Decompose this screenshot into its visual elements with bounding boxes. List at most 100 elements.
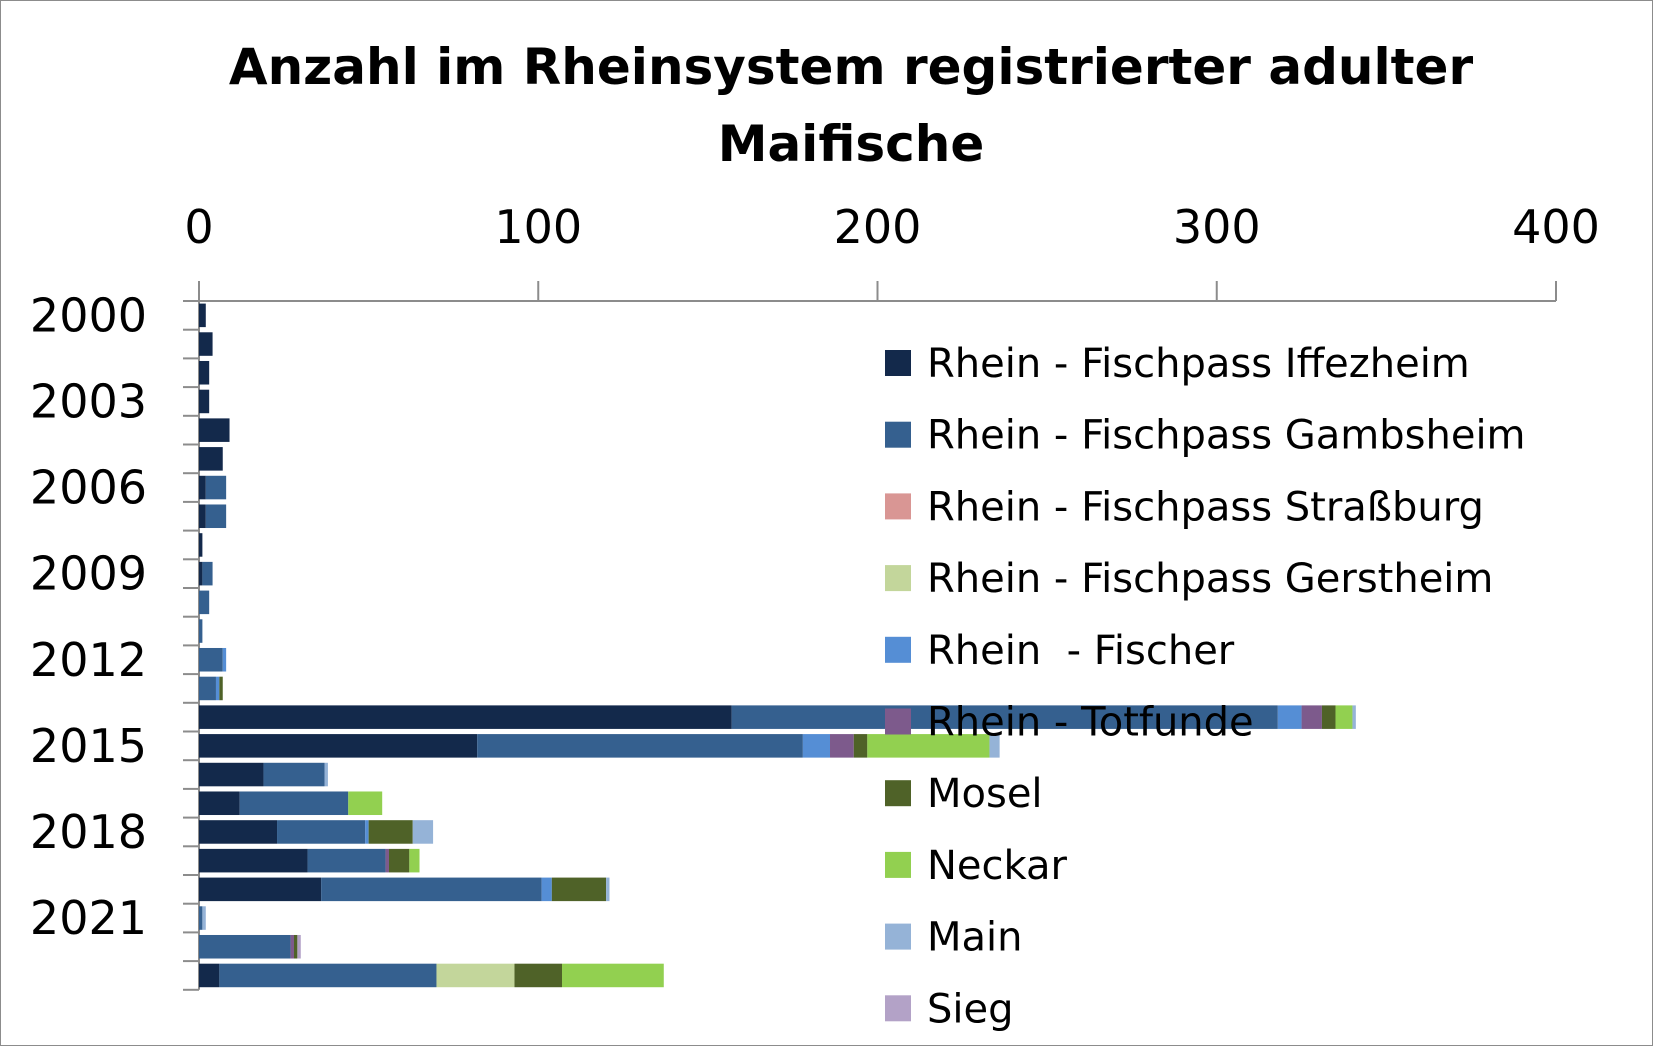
chart-title-line-1: Anzahl im Rheinsystem registrierter adul… [229,38,1474,96]
bar-segment-2020-series-5 [541,877,552,902]
legend-swatch [885,493,911,520]
bar-segment-2018-series-9 [412,820,434,844]
bar-segment-2021-series-2 [199,906,203,930]
bar-segment-2020-series-7 [551,877,607,902]
bar-segment-2015-series-6 [830,734,854,758]
bar-segment-2014-series-8 [1335,705,1353,729]
bar-segment-2014-series-5 [1277,705,1302,729]
legend-swatch [885,780,911,807]
bar-segment-2020-series-1 [199,877,322,902]
legend-swatch [885,708,911,735]
bar-segment-2017-series-2 [239,791,349,816]
legend-label: Rhein - Fischer [927,628,1235,674]
bar-segment-2015-series-2 [477,734,803,758]
x-tick-label: 100 [494,200,582,254]
bar-segment-2012-series-5 [222,647,227,672]
bar-segment-2006-series-2 [205,475,227,500]
y-tick-label: 2009 [30,547,147,601]
y-axis: 2000 2003 2006 2009 2012 2015 2018 2021 [30,288,200,991]
bar-segment-2000-series-1 [199,303,206,328]
bar-segment-2023-series-8 [561,963,664,988]
y-tick-label: 2021 [30,891,147,945]
bar-segment-2001-series-1 [199,332,213,356]
bar-segment-2018-series-7 [368,820,413,844]
x-tick-label: 400 [1512,200,1600,254]
bar-segment-2020-series-2 [321,877,542,902]
bar-segment-2018-series-2 [277,820,366,844]
x-axis: 0 100 200 300 400 [184,200,1600,302]
y-tick-label: 2003 [30,374,147,428]
bar-segment-2011-series-2 [199,619,203,643]
bar-segment-2016-series-2 [263,762,325,787]
legend-label: Rhein - Fischpass Straßburg [927,484,1484,530]
bar-segment-2003-series-1 [199,389,210,414]
bar-segment-2009-series-1 [199,561,203,586]
y-tick-label: 2018 [30,805,147,859]
bar-segment-2022-series-10 [297,934,301,959]
legend-swatch [885,851,911,878]
bar-segment-2014-series-7 [1321,705,1336,729]
bar-segment-2013-series-5 [215,676,220,701]
bar-segment-2004-series-1 [199,418,230,442]
bar-segment-2016-series-9 [324,762,328,787]
bar-segment-2015-series-8 [867,734,990,758]
bar-segment-2009-series-2 [202,561,213,586]
legend-label: Sieg [927,986,1014,1032]
legend-label: Neckar [927,843,1067,889]
x-tick-label: 0 [184,200,213,254]
chart-title-line-2: Maifische [718,115,985,173]
legend-label: Rhein - Totfunde [927,700,1254,746]
bar-segment-2023-series-1 [199,963,220,988]
legend-label: Rhein - Fischpass Gerstheim [927,556,1493,602]
bar-segment-2022-series-7 [293,934,298,959]
bar-segment-2021-series-9 [202,906,206,930]
bar-segment-2014-series-9 [1352,705,1356,729]
bar-segment-2023-series-4 [436,963,515,988]
legend: Rhein - Fischpass Iffezheim Rhein - Fisch… [885,341,1526,1032]
bar-segment-2006-series-1 [199,475,206,500]
bar-segment-2015-series-5 [802,734,831,758]
y-tick-label: 2012 [30,633,147,687]
bar-segment-2015-series-9 [989,734,1000,758]
bar-segment-2022-series-2 [199,934,291,959]
legend-swatch [885,923,911,950]
legend-label: Rhein - Fischpass Iffezheim [927,341,1470,387]
bar-segment-2007-series-2 [205,504,227,529]
bar-segment-2014-series-2 [731,705,1278,729]
bar-segment-2014-series-6 [1301,705,1322,729]
y-tick-label: 2006 [30,461,147,515]
legend-swatch [885,565,911,592]
legend-swatch [885,350,911,376]
bar-segment-2019-series-7 [388,848,410,873]
x-tick-label: 300 [1173,200,1261,254]
legend-swatch [885,995,911,1022]
bar-segment-2017-series-8 [348,791,383,816]
bar-segment-2015-series-1 [199,734,478,758]
bar-segment-2022-series-6 [290,934,294,959]
bar-segment-2007-series-1 [199,504,206,529]
bar-segment-2019-series-1 [199,848,308,873]
chart-title: Anzahl im Rheinsystem registrierter adul… [229,38,1474,173]
bar-segment-2013-series-2 [199,676,216,701]
legend-label: Rhein - Fischpass Gambsheim [927,413,1526,459]
bar-segment-2002-series-1 [199,360,210,385]
y-tick-label: 2000 [30,288,147,342]
bar-segment-2010-series-2 [199,590,210,615]
bars [199,303,1356,988]
bar-segment-2017-series-1 [199,791,240,816]
bar-segment-2023-series-7 [514,963,562,988]
legend-swatch [885,421,911,448]
legend-label: Mosel [927,771,1043,817]
bar-segment-2023-series-2 [219,963,437,988]
y-tick-label: 2015 [30,719,147,773]
bar-segment-2020-series-9 [606,877,610,902]
legend-swatch [885,636,911,663]
bar-segment-2019-series-2 [307,848,386,873]
bar-segment-2008-series-1 [199,533,203,557]
x-tick-label: 200 [834,200,922,254]
bar-segment-2018-series-1 [199,820,278,844]
bar-segment-2019-series-8 [409,848,420,873]
bar-segment-2014-series-1 [199,705,732,729]
